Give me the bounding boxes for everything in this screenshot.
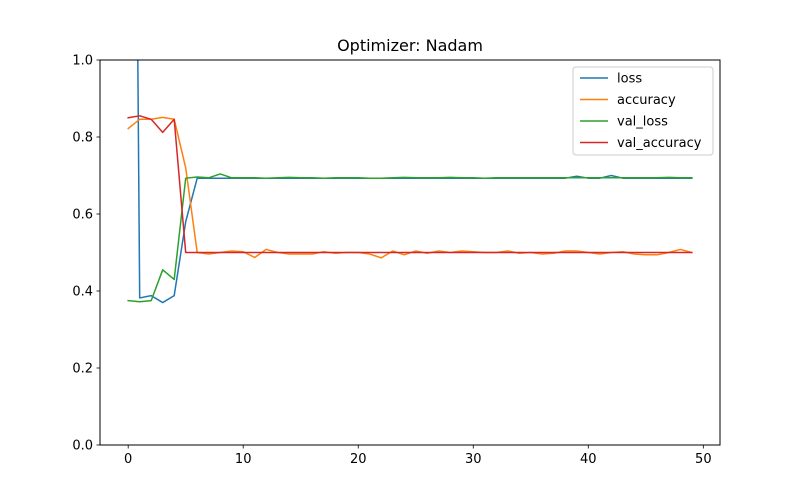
series-line-val-accuracy — [127, 115, 693, 254]
y-tick-label: 0.2 — [72, 362, 93, 377]
x-tick-label: 50 — [695, 452, 712, 467]
plot-frame — [99, 59, 721, 446]
y-tick-label: 0.0 — [72, 439, 93, 454]
legend-label-accuracy: accuracy — [617, 93, 676, 108]
series-line-val-loss — [127, 173, 693, 303]
chart-title: Optimizer: Nadam — [337, 36, 483, 55]
legend-label-loss: loss — [617, 72, 642, 87]
y-tick-label: 0.6 — [72, 208, 93, 223]
y-tick-label: 0.8 — [72, 131, 93, 146]
legend-label-val-accuracy: val_accuracy — [617, 136, 702, 151]
legend: loss accuracy val_loss val_accuracy — [572, 66, 714, 156]
x-tick-label: 40 — [580, 452, 597, 467]
y-tick-label: 1.0 — [72, 54, 93, 69]
legend-label-val-loss: val_loss — [617, 115, 668, 130]
x-tick-label: 20 — [350, 452, 367, 467]
x-axis: 0 10 20 30 40 50 — [124, 445, 712, 467]
x-tick-label: 0 — [124, 452, 132, 467]
x-tick-label: 10 — [235, 452, 252, 467]
series-layer — [127, 60, 693, 304]
legend-box — [572, 66, 714, 156]
x-tick-label: 30 — [465, 452, 482, 467]
y-tick-label: 0.4 — [72, 285, 93, 300]
y-axis: 0.0 0.2 0.4 0.6 0.8 1.0 — [72, 54, 100, 454]
